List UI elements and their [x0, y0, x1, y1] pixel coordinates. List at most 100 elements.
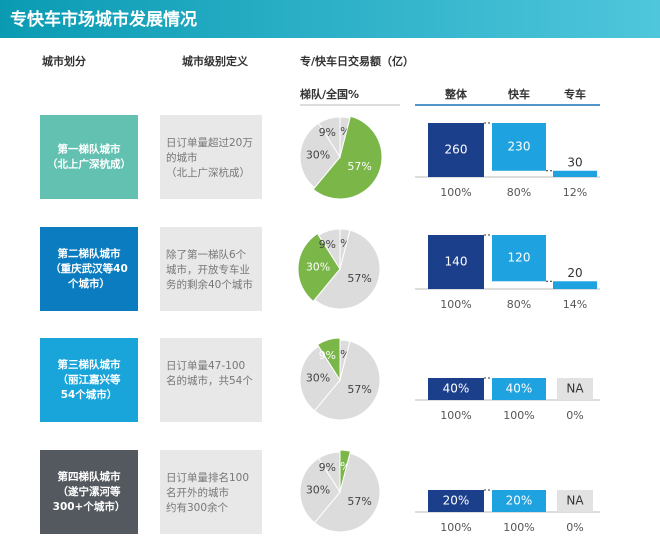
share-label: 0%: [566, 409, 583, 422]
share-label: 100%: [503, 521, 534, 534]
definition-text: 日订单量排名100: [166, 471, 249, 484]
definition-text: 约有300余个: [166, 501, 229, 514]
column-header: 专车: [564, 87, 586, 101]
pie-label: 30%: [306, 484, 330, 497]
pie-label: 57%: [347, 495, 371, 508]
column-header: 快车: [507, 87, 530, 101]
pie-slice: [313, 340, 381, 421]
tier-label: （丽江嘉兴等: [58, 373, 121, 386]
share-label: 100%: [440, 409, 471, 422]
pie-label: 9%: [319, 461, 336, 474]
definition-text: 名的城市，共54个: [166, 374, 253, 387]
bar: [557, 490, 593, 512]
pie-label: 9%: [319, 238, 336, 251]
column-header: 专/快车日交易额（亿）: [300, 54, 414, 68]
bar-label: 30: [567, 155, 582, 169]
column-header: 整体: [444, 87, 468, 101]
share-label: 14%: [563, 298, 587, 311]
share-label: 100%: [440, 298, 471, 311]
bar: [428, 378, 484, 400]
bar: [553, 281, 597, 289]
pie-label: 30%: [306, 261, 330, 274]
bar-label: 120: [508, 251, 531, 265]
bar: [553, 170, 597, 177]
column-header: 城市划分: [42, 54, 86, 68]
pie-label: 57%: [347, 383, 371, 396]
share-label: 100%: [503, 409, 534, 422]
tier-label: 第四梯队城市: [58, 470, 121, 483]
bar-label: 20: [567, 266, 582, 280]
tier-box: [40, 227, 138, 311]
header-bar: [0, 0, 660, 38]
definition-text: 日订单量47-100: [166, 360, 245, 372]
pie-label: 57%: [347, 160, 371, 173]
tier-box: [40, 115, 138, 199]
tier-label: （遂宁漯河等: [58, 485, 121, 498]
share-label: 12%: [563, 186, 587, 199]
column-header: 城市级别定义: [182, 54, 249, 68]
pie-slice: [317, 116, 341, 159]
bar-label: NA: [566, 494, 584, 508]
pie-label: 57%: [347, 272, 371, 285]
pie-slice: [317, 228, 341, 271]
bar: [492, 490, 546, 512]
definition-box: [160, 338, 262, 422]
share-label: 80%: [507, 186, 531, 199]
bar: [492, 235, 546, 282]
tier-label: （北上广深杭成）: [47, 158, 131, 171]
bar-label: NA: [566, 382, 584, 396]
share-label: 0%: [566, 521, 583, 534]
bar: [428, 123, 484, 177]
definition-text: 除了第一梯队6个: [166, 248, 247, 261]
pie-slice: [297, 232, 341, 303]
pie-slice: [299, 122, 341, 189]
pie-slice: [313, 229, 381, 310]
definition-text: 的城市: [166, 151, 198, 164]
bar-label: 20%: [506, 494, 533, 508]
definition-box: [160, 115, 262, 199]
bar-label: 140: [445, 255, 468, 269]
pie-slice: [317, 451, 341, 494]
bar: [492, 378, 546, 400]
pie-label: 9%: [319, 126, 336, 139]
bar-label: 20%: [443, 494, 470, 508]
share-label: 80%: [507, 298, 531, 311]
bar-label: 40%: [443, 382, 470, 396]
definition-text: 城市，开放专车业: [166, 263, 250, 276]
bar: [428, 235, 484, 289]
share-label: 100%: [440, 521, 471, 534]
pie-slice: [313, 452, 381, 533]
pie-label: 9%: [319, 349, 336, 362]
bar: [557, 378, 593, 400]
bar-label: 40%: [506, 382, 533, 396]
tier-label: 54个城市）: [61, 388, 118, 401]
pie-label: 30%: [306, 372, 330, 385]
tier-box: [40, 338, 138, 422]
definition-text: 务的剩余40个城市: [166, 278, 253, 291]
definition-text: （北上广深杭成）: [166, 166, 250, 179]
definition-text: 名开外的城市: [166, 486, 229, 499]
title: 专快车市场城市发展情况: [10, 9, 197, 30]
column-header: 梯队/全国%: [300, 87, 359, 101]
bar: [492, 123, 546, 171]
share-label: 100%: [440, 186, 471, 199]
tier-label: 第三梯队城市: [58, 358, 121, 371]
definition-text: 日订单量超过20万: [166, 136, 253, 149]
pie-slice: [299, 345, 341, 412]
tier-label: 第一梯队城市: [58, 143, 121, 156]
pie-slice: [316, 337, 341, 382]
pie-label: 30%: [306, 149, 330, 162]
bar-label: 230: [508, 139, 531, 153]
definition-box: [160, 450, 262, 534]
tier-label: 第二梯队城市: [58, 247, 121, 260]
bar-label: 260: [445, 143, 468, 157]
tier-label: 300+个城市）: [53, 500, 126, 513]
definition-box: [160, 227, 262, 311]
pie-slice: [299, 457, 341, 524]
tier-label: 个城市）: [67, 277, 110, 290]
pie-slice: [312, 115, 383, 200]
tier-label: （重庆武汉等40: [50, 262, 128, 275]
tier-box: [40, 450, 138, 534]
bar: [428, 490, 484, 512]
